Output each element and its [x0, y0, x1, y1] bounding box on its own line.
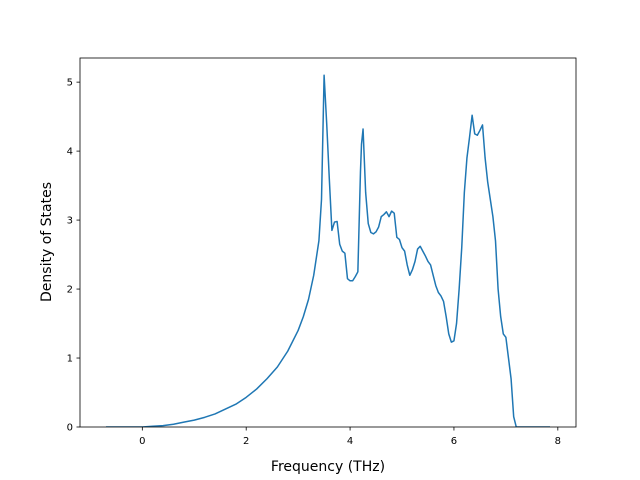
x-tick-label-6: 6	[451, 436, 457, 447]
x-tick-label-2: 2	[243, 436, 249, 447]
axes: 0 2 4 6 8 0 1 2 3 4 5	[67, 57, 577, 447]
series-line-0	[105, 74, 551, 427]
y-tick-label-0: 0	[67, 423, 73, 434]
y-tick-label-5: 5	[67, 78, 73, 89]
x-axis-label: Frequency (THz)	[271, 459, 385, 475]
y-axis-label: Density of States	[39, 182, 55, 302]
y-tick-label-3: 3	[67, 216, 73, 227]
x-tick-label-0: 0	[139, 436, 145, 447]
x-tick-label-4: 4	[347, 436, 353, 447]
axes-frame	[79, 57, 577, 428]
y-tick-label-1: 1	[67, 354, 73, 365]
plot-area	[105, 74, 551, 427]
y-tick-label-4: 4	[67, 147, 73, 158]
x-tick-label-8: 8	[555, 436, 561, 447]
y-tick-label-2: 2	[67, 285, 73, 296]
